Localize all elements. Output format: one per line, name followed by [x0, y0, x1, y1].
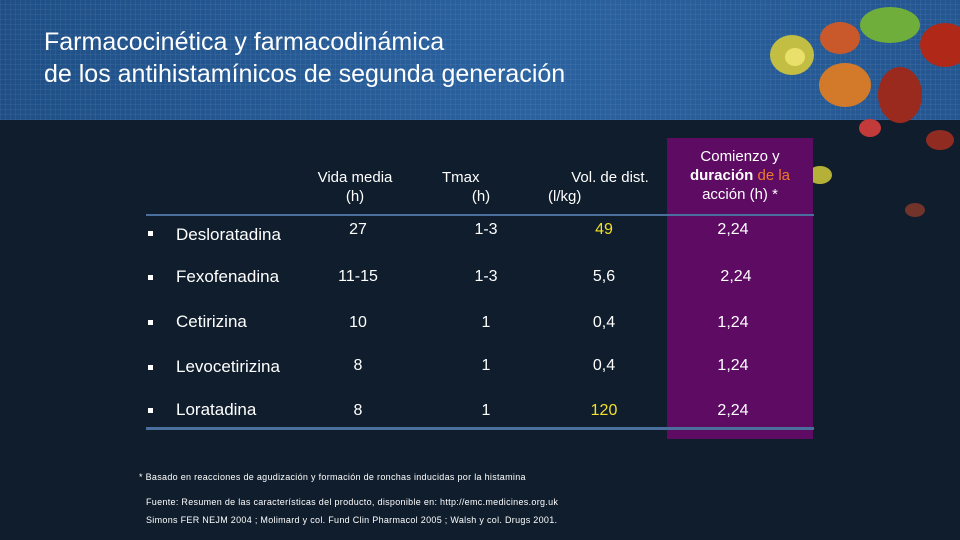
header-comienzo-duracion: Comienzo y duración de la acción (h) * [667, 147, 813, 204]
cell-tmax: 1-3 [474, 221, 498, 238]
header-tmax-line1: Tmax [442, 169, 480, 186]
slide-title: Farmacocinética y farmacodinámica de los… [44, 26, 565, 90]
source-text: Fuente: Resumen de las características d… [146, 497, 559, 507]
header-vida-media: Vida media (h) [300, 168, 410, 206]
cell-vida-media: 27 [349, 221, 367, 238]
title-line-1: Farmacocinética y farmacodinámica [44, 28, 445, 56]
cell-vida-media: 8 [353, 402, 363, 419]
table-top-rule [146, 214, 814, 216]
table-row: Cetirizina 10 1 0,4 1,24 [0, 308, 960, 338]
table-row: Levocetirizina 8 1 0,4 1,24 [0, 353, 960, 383]
drug-name: Levocetirizina [176, 357, 280, 376]
cell-comienzo: 1,24 [717, 357, 749, 374]
header-vol-line1: Vol. de dist. [571, 169, 649, 186]
drug-name: Fexofenadina [176, 267, 280, 286]
bullet-icon [148, 408, 153, 413]
cell-vol-dist: 120 [590, 402, 618, 419]
header-comienzo-line2: duración de la [667, 166, 813, 185]
drug-name: Cetirizina [176, 312, 247, 331]
pollen-decoration-image [770, 7, 960, 217]
cell-comienzo: 2,24 [720, 268, 752, 285]
header-vida-line2: (h) [345, 188, 365, 205]
table-row: Desloratadina 27 1-3 49 2,24 [0, 219, 960, 249]
cell-tmax: 1 [481, 314, 491, 331]
cell-vida-media: 8 [353, 357, 363, 374]
footnote-text: * Basado en reacciones de agudización y … [139, 472, 526, 482]
cell-tmax: 1-3 [474, 268, 498, 285]
table-bottom-rule [146, 427, 814, 430]
header-duracion-word: duración [689, 167, 754, 184]
header-comienzo-line1: Comienzo y [700, 148, 780, 165]
cell-vol-dist: 0,4 [592, 357, 616, 374]
cell-tmax: 1 [481, 402, 491, 419]
cell-vol-dist: 0,4 [592, 314, 616, 331]
drug-name: Desloratadina [176, 225, 281, 244]
cell-vida-media: 10 [349, 314, 367, 331]
bullet-icon [148, 320, 153, 325]
cell-comienzo: 2,24 [717, 402, 749, 419]
title-line-2: de los antihistamínicos de segunda gener… [44, 60, 566, 88]
table-row: Loratadina 8 1 120 2,24 [0, 396, 960, 426]
table-row: Fexofenadina 11-15 1-3 5,6 2,24 [0, 263, 960, 293]
highlight-column-background [667, 138, 813, 439]
references-text: Simons FER NEJM 2004 ; Molimard y col. F… [146, 515, 558, 525]
cell-comienzo: 2,24 [717, 221, 749, 238]
bullet-icon [148, 365, 153, 370]
drug-name: Loratadina [176, 400, 257, 419]
bullet-icon [148, 275, 153, 280]
header-vol-dist: Vol. de dist. (l/kg) [540, 168, 660, 206]
cell-vol-dist: 49 [595, 221, 613, 238]
cell-vida-media: 11-15 [338, 268, 378, 285]
header-vol-line2: (l/kg) [548, 188, 582, 205]
header-tmax-line2: (h) [471, 188, 491, 205]
bullet-icon [148, 231, 153, 236]
cell-vol-dist: 5,6 [592, 268, 616, 285]
header-tmax: Tmax (h) [430, 168, 520, 206]
cell-comienzo: 1,24 [717, 314, 749, 331]
header-comienzo-line3: acción (h) * [702, 186, 778, 203]
header-vida-line1: Vida media [317, 169, 393, 186]
cell-tmax: 1 [481, 357, 491, 374]
header-de-la: de la [753, 167, 791, 184]
